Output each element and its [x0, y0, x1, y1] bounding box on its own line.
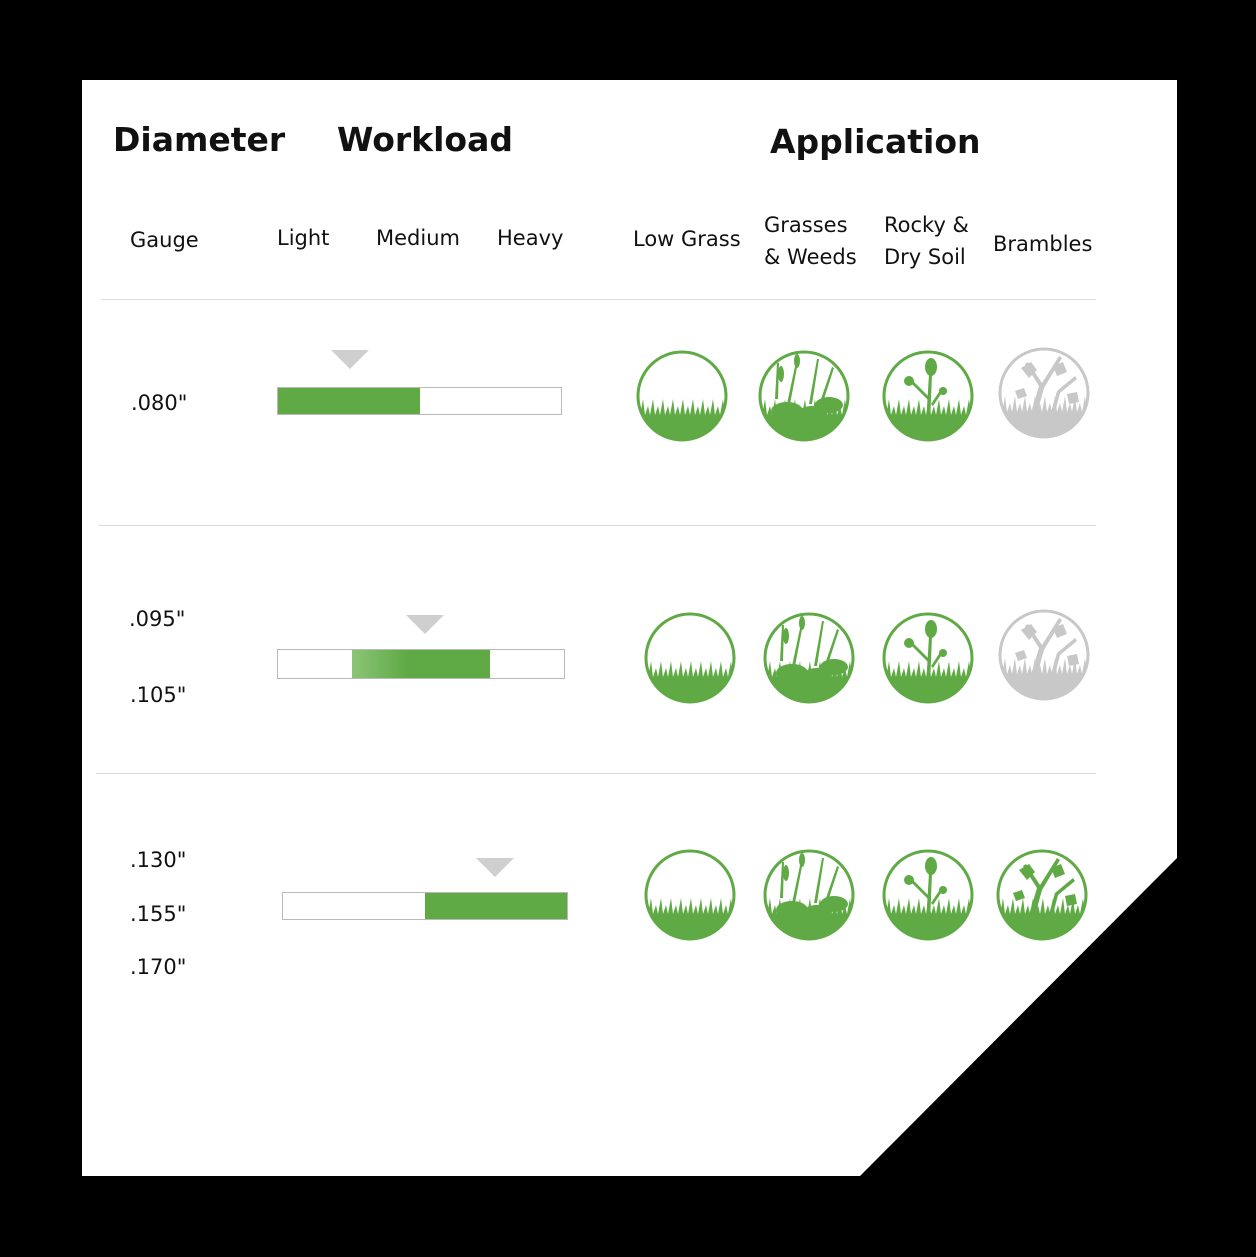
app-label-rocky-dry-soil: Rocky & Dry Soil — [884, 213, 969, 269]
chart-panel — [82, 80, 1177, 1176]
app-label-grasses-weeds: Grasses & Weeds — [764, 213, 857, 269]
workload-marker — [331, 350, 369, 369]
gauge-value: .170" — [130, 955, 187, 979]
divider — [98, 525, 1096, 526]
workload-bar-fill — [425, 893, 567, 919]
low-grass-icon — [643, 611, 737, 705]
gauge-value: .130" — [130, 848, 187, 872]
app-label-brambles: Brambles — [993, 232, 1093, 256]
brambles-icon — [995, 848, 1089, 942]
grasses-weeds-icon — [762, 848, 856, 942]
gauge-label: Gauge — [130, 228, 199, 252]
gauge-value: .095" — [129, 607, 186, 631]
workload-marker — [476, 858, 514, 877]
medium-label: Medium — [376, 226, 460, 250]
gauge-value: .155" — [130, 902, 187, 926]
gauge-value: .105" — [130, 683, 187, 707]
diameter-header: Diameter — [113, 120, 286, 159]
workload-bar — [277, 649, 565, 679]
workload-bar — [277, 387, 562, 415]
workload-bar-fill — [278, 388, 420, 414]
heavy-label: Heavy — [497, 226, 564, 250]
application-header: Application — [770, 122, 981, 161]
low-grass-icon — [643, 848, 737, 942]
rocky-dry-soil-icon — [881, 349, 975, 443]
light-label: Light — [277, 226, 330, 250]
workload-bar-fill — [352, 650, 490, 678]
workload-header: Workload — [337, 120, 513, 159]
rocky-dry-soil-icon — [881, 848, 975, 942]
low-grass-icon — [635, 349, 729, 443]
workload-bar — [282, 892, 568, 920]
workload-marker — [406, 615, 444, 634]
grasses-weeds-icon — [757, 349, 851, 443]
app-label-low-grass: Low Grass — [633, 227, 741, 251]
rocky-dry-soil-icon — [881, 611, 975, 705]
divider — [101, 299, 1096, 300]
gauge-value: .080" — [131, 391, 188, 415]
brambles-icon — [997, 346, 1091, 440]
brambles-icon — [997, 608, 1091, 702]
grasses-weeds-icon — [762, 611, 856, 705]
divider — [96, 773, 1096, 774]
